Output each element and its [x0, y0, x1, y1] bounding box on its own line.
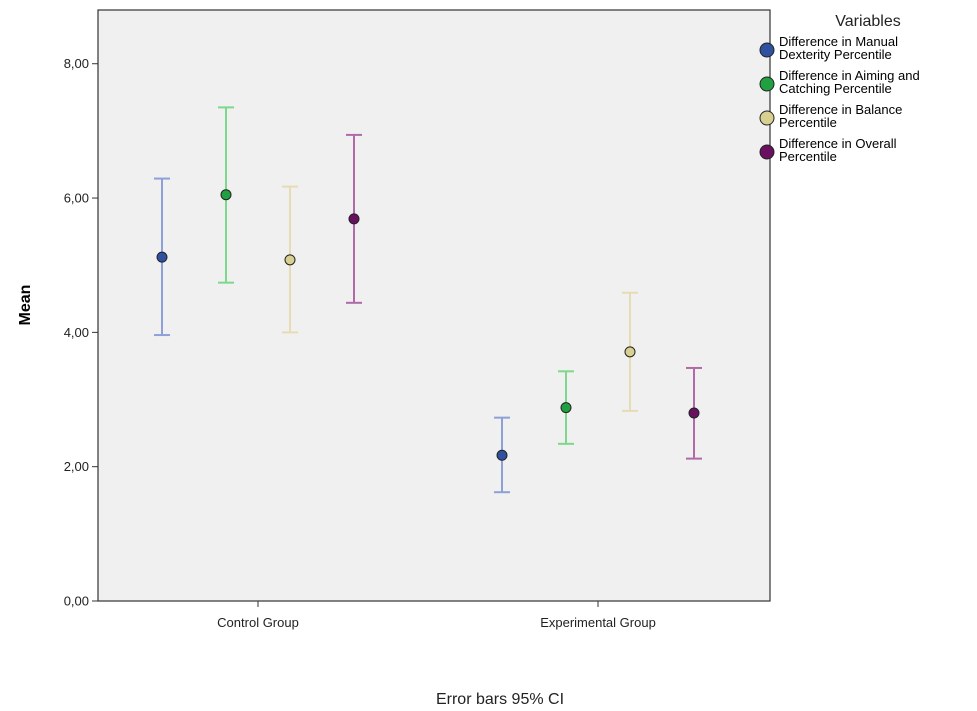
legend-label: Difference in Aiming and: [779, 68, 920, 83]
legend-label: Catching Percentile: [779, 81, 892, 96]
series-4: [346, 133, 702, 460]
legend-label: Percentile: [779, 115, 837, 130]
plot-area: [97, 9, 771, 602]
y-tick-label: 8,00: [64, 56, 89, 71]
x-axis: Control Group Experimental Group: [217, 601, 656, 630]
legend-marker: [759, 110, 775, 126]
y-tick-label: 2,00: [64, 459, 89, 474]
legend-marker: [759, 76, 775, 92]
y-axis: 0,00 2,00 4,00 6,00 8,00: [64, 56, 98, 609]
legend-title: Variables: [835, 13, 901, 30]
mean-point: [624, 346, 636, 358]
series-3: [282, 185, 638, 412]
mean-point: [156, 251, 168, 263]
y-axis-label: Mean: [17, 285, 34, 326]
legend: Variables Difference in ManualDexterity …: [759, 13, 920, 164]
mean-point: [348, 213, 360, 225]
legend-marker: [759, 144, 775, 160]
mean-point: [220, 189, 232, 201]
y-tick-label: 0,00: [64, 594, 89, 609]
series-layer: [154, 106, 702, 494]
mean-point: [560, 402, 572, 414]
legend-label: Dexterity Percentile: [779, 47, 892, 62]
legend-label: Difference in Overall: [779, 136, 897, 151]
legend-label: Difference in Manual: [779, 34, 898, 49]
mean-point: [688, 407, 700, 419]
series-2: [218, 106, 574, 445]
footnote: Error bars 95% CI: [436, 691, 564, 708]
legend-marker: [759, 42, 775, 58]
mean-point: [496, 449, 508, 461]
y-tick-label: 6,00: [64, 191, 89, 206]
mean-point: [284, 254, 296, 266]
legend-label: Difference in Balance: [779, 102, 902, 117]
y-tick-label: 4,00: [64, 325, 89, 340]
legend-label: Percentile: [779, 149, 837, 164]
x-tick-label: Control Group: [217, 615, 299, 630]
series-1: [154, 177, 510, 494]
x-tick-label: Experimental Group: [540, 615, 656, 630]
